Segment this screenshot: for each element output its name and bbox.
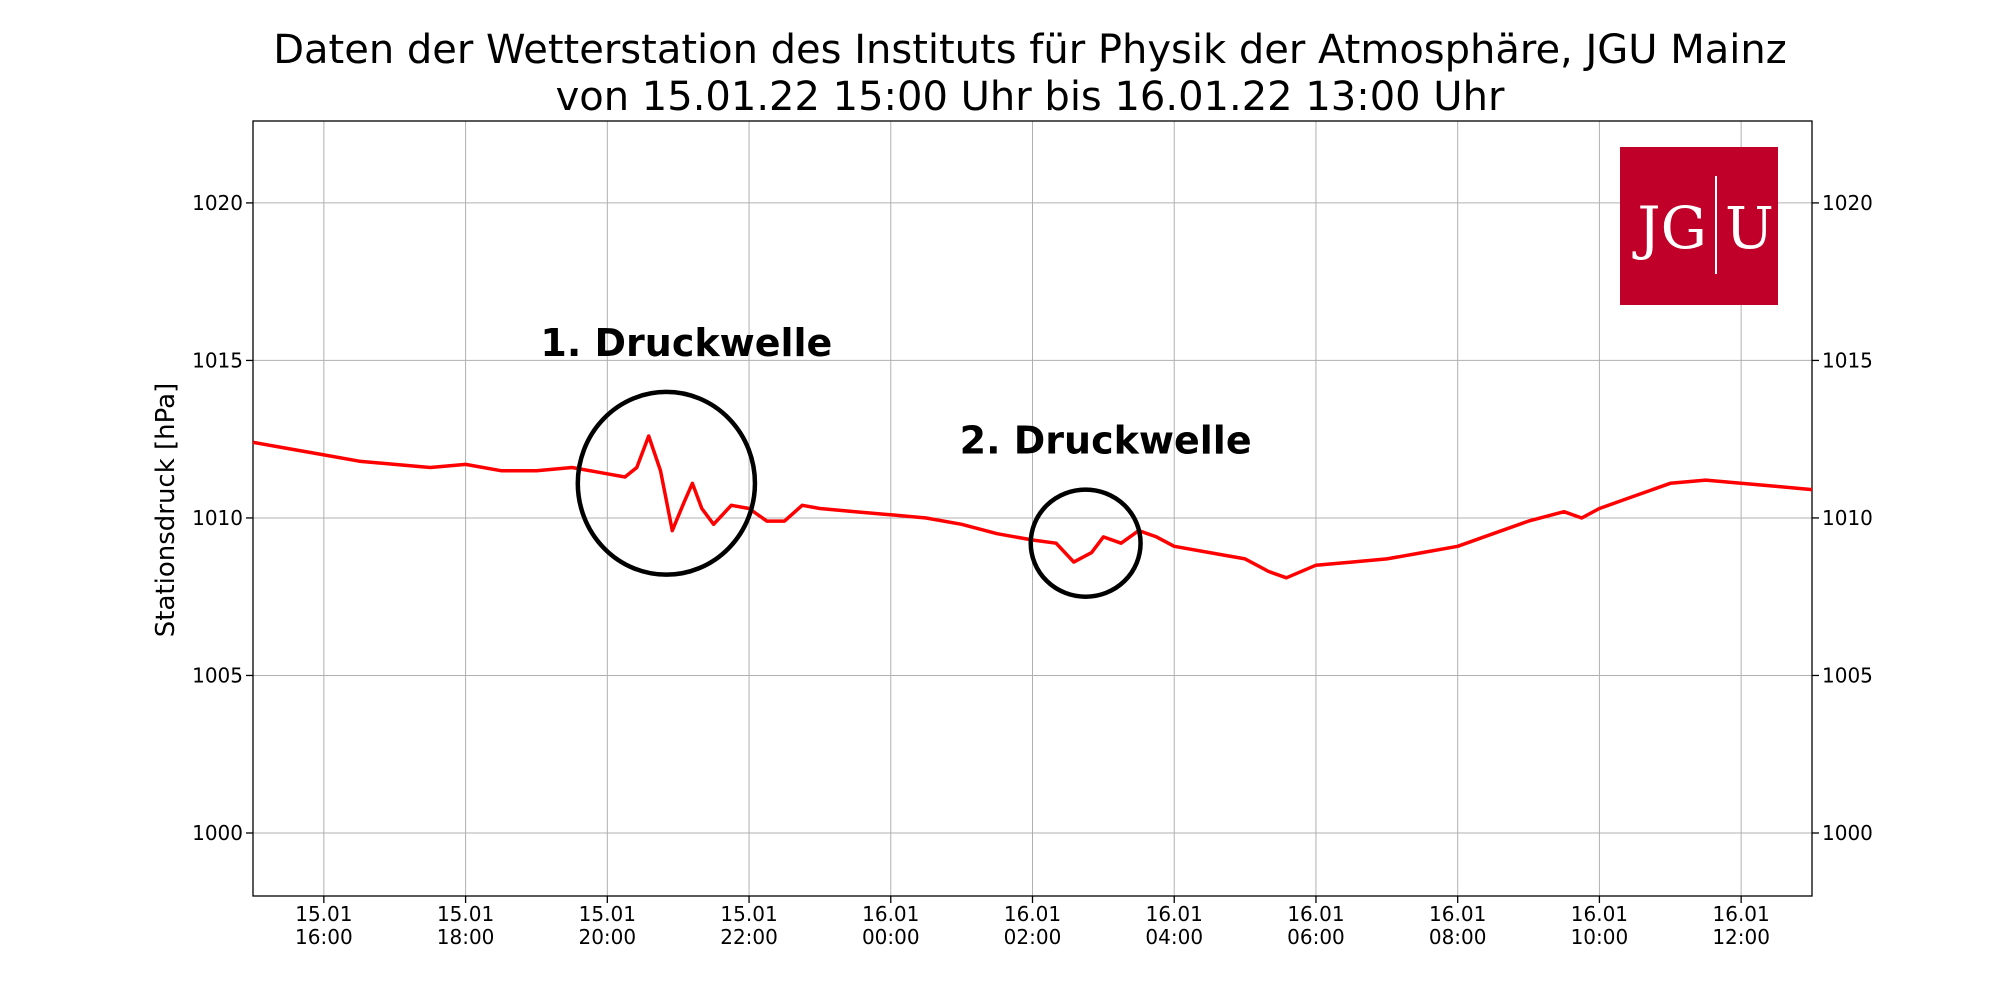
x-tick-label: 16.01 12:00 (1712, 902, 1770, 949)
y-tick-label: 1000 (1822, 821, 1873, 845)
annotation-layer: 1. Druckwelle 2. Druckwelle (540, 321, 1252, 599)
logo-letters-right: U (1725, 194, 1774, 262)
y-tick-labels-left: 1000 1005 1010 1015 1020 (192, 191, 243, 845)
x-tick-label: 16.01 00:00 (862, 902, 920, 949)
y-axis-label: Stationsdruck [hPa] (151, 383, 181, 637)
druckwelle-label-1: 1. Druckwelle (540, 321, 832, 365)
x-tick-label: 16.01 02:00 (1004, 902, 1062, 949)
pressure-series-line (252, 434, 1813, 580)
x-tick-labels: 15.01 16:00 15.01 18:00 15.01 20:00 15.01 22:00… (295, 902, 1770, 949)
logo-letters-left: JG (1632, 194, 1707, 262)
x-tick-label: 16.01 10:00 (1571, 902, 1629, 949)
grid-lines (246, 121, 1819, 903)
x-tick-label: 16.01 06:00 (1287, 902, 1345, 949)
y-tick-label: 1020 (192, 191, 243, 215)
druckwelle-circle-2 (1028, 487, 1143, 599)
jgu-logo: JG U (1620, 147, 1778, 305)
logo-background (1620, 147, 1778, 305)
series-layer (252, 434, 1813, 580)
y-tick-label: 1005 (1822, 663, 1873, 687)
x-tick-label: 15.01 16:00 (295, 902, 353, 949)
druckwelle-circle-1 (575, 389, 758, 577)
chart-title: Daten der Wetterstation des Instituts fü… (273, 27, 1787, 73)
y-tick-label: 1010 (192, 506, 243, 530)
y-tick-label: 1015 (192, 348, 243, 372)
y-tick-label: 1000 (192, 821, 243, 845)
x-tick-label: 15.01 22:00 (720, 902, 778, 949)
y-tick-label: 1005 (192, 663, 243, 687)
x-tick-label: 15.01 18:00 (437, 902, 495, 949)
x-tick-label: 15.01 20:00 (578, 902, 636, 949)
y-tick-label: 1020 (1822, 191, 1873, 215)
y-tick-label: 1010 (1822, 506, 1873, 530)
y-tick-label: 1015 (1822, 348, 1873, 372)
x-tick-label: 16.01 04:00 (1145, 902, 1203, 949)
x-tick-label: 16.01 08:00 (1429, 902, 1487, 949)
druckwelle-label-2: 2. Druckwelle (960, 419, 1252, 463)
y-tick-labels-right: 1000 1005 1010 1015 1020 (1822, 191, 1873, 845)
plot-frame (252, 120, 1813, 897)
chart-subtitle: von 15.01.22 15:00 Uhr bis 16.01.22 13:0… (556, 74, 1505, 120)
